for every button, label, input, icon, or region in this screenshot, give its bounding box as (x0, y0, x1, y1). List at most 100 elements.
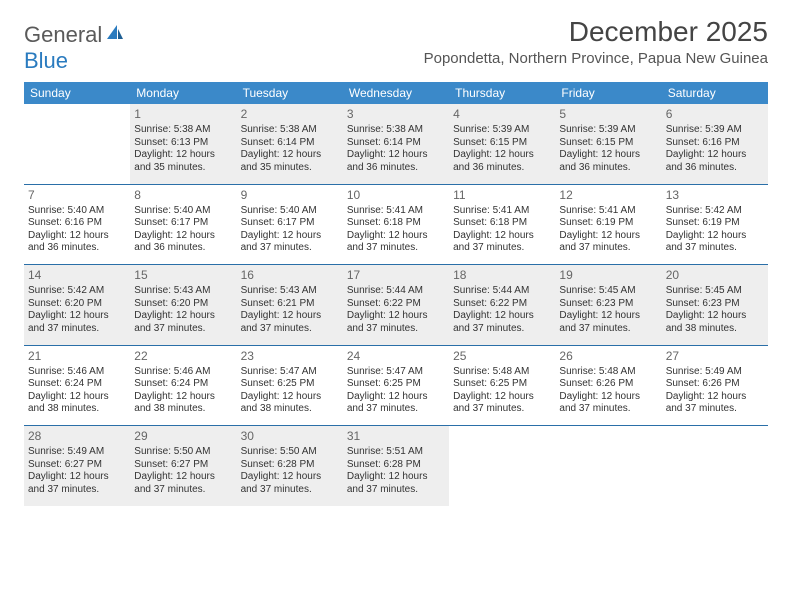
daylight-line: Daylight: 12 hours and 37 minutes. (559, 391, 657, 416)
calendar-day-cell: 27Sunrise: 5:49 AMSunset: 6:26 PMDayligh… (662, 346, 768, 426)
daylight-line: Daylight: 12 hours and 37 minutes. (134, 471, 232, 496)
sunrise-line: Sunrise: 5:44 AM (347, 285, 445, 298)
day-number: 13 (666, 188, 764, 203)
daylight-line: Daylight: 12 hours and 36 minutes. (347, 149, 445, 174)
daylight-line: Daylight: 12 hours and 37 minutes. (241, 310, 339, 335)
brand-logo: General (24, 16, 125, 48)
day-number: 25 (453, 349, 551, 364)
calendar-day-cell: 1Sunrise: 5:38 AMSunset: 6:13 PMDaylight… (130, 104, 236, 184)
day-number: 12 (559, 188, 657, 203)
location-subtitle: Popondetta, Northern Province, Papua New… (424, 50, 768, 67)
calendar-day-cell: 7 Sunrise: 5:40 AMSunset: 6:16 PMDaylight… (24, 185, 130, 265)
sunset-line: Sunset: 6:24 PM (28, 378, 126, 391)
daylight-line: Daylight: 12 hours and 36 minutes. (28, 230, 126, 255)
calendar-week-row: 14Sunrise: 5:42 AMSunset: 6:20 PMDayligh… (24, 265, 768, 345)
weekday-header: Monday (130, 82, 236, 104)
calendar-day-cell: 5Sunrise: 5:39 AMSunset: 6:15 PMDaylight… (555, 104, 661, 184)
calendar-day-cell: 16 Sunrise: 5:43 AMSunset: 6:21 PMDayligh… (237, 265, 343, 345)
day-number: 30 (241, 429, 339, 444)
daylight-line: Daylight: 12 hours and 37 minutes. (453, 310, 551, 335)
day-number: 28 (28, 429, 126, 444)
sunset-line: Sunset: 6:21 PM (241, 298, 339, 311)
day-number: 8 (134, 188, 232, 203)
weekday-header: Wednesday (343, 82, 449, 104)
daylight-line: Daylight: 12 hours and 35 minutes. (134, 149, 232, 174)
sunset-line: Sunset: 6:15 PM (559, 137, 657, 150)
brand-block: General Blue (24, 16, 125, 74)
calendar-day-cell: 8Sunrise: 5:40 AMSunset: 6:17 PMDaylight… (130, 185, 236, 265)
calendar-day-cell: 17Sunrise: 5:44 AMSunset: 6:22 PMDayligh… (343, 265, 449, 345)
day-number: 5 (559, 107, 657, 122)
calendar-day-cell: 31Sunrise: 5:51 AMSunset: 6:28 PMDayligh… (343, 426, 449, 506)
calendar-day-cell: 23Sunrise: 5:47 AMSunset: 6:25 PMDayligh… (237, 346, 343, 426)
sunrise-line: Sunrise: 5:51 AM (347, 446, 445, 459)
calendar-day-cell: 12Sunrise: 5:41 AMSunset: 6:19 PMDayligh… (555, 185, 661, 265)
calendar-day-cell (555, 426, 661, 506)
day-number: 24 (347, 349, 445, 364)
day-number: 15 (134, 268, 232, 283)
sunset-line: Sunset: 6:14 PM (241, 137, 339, 150)
sunrise-line: Sunrise: 5:42 AM (666, 205, 764, 218)
day-number: 22 (134, 349, 232, 364)
day-number: 19 (559, 268, 657, 283)
daylight-line: Daylight: 12 hours and 37 minutes. (453, 391, 551, 416)
sunrise-line: Sunrise: 5:43 AM (241, 285, 339, 298)
calendar-day-cell: 22Sunrise: 5:46 AMSunset: 6:24 PMDayligh… (130, 346, 236, 426)
calendar-day-cell: 29Sunrise: 5:50 AMSunset: 6:27 PMDayligh… (130, 426, 236, 506)
daylight-line: Daylight: 12 hours and 37 minutes. (241, 471, 339, 496)
day-number: 21 (28, 349, 126, 364)
sunrise-line: Sunrise: 5:41 AM (347, 205, 445, 218)
daylight-line: Daylight: 12 hours and 37 minutes. (28, 471, 126, 496)
sunrise-line: Sunrise: 5:40 AM (28, 205, 126, 218)
calendar-day-cell: 2Sunrise: 5:38 AMSunset: 6:14 PMDaylight… (237, 104, 343, 184)
brand-sail-icon (105, 23, 125, 41)
sunset-line: Sunset: 6:14 PM (347, 137, 445, 150)
sunrise-line: Sunrise: 5:39 AM (559, 124, 657, 137)
calendar-day-cell: 28Sunrise: 5:49 AMSunset: 6:27 PMDayligh… (24, 426, 130, 506)
sunset-line: Sunset: 6:16 PM (28, 217, 126, 230)
sunset-line: Sunset: 6:23 PM (666, 298, 764, 311)
sunrise-line: Sunrise: 5:40 AM (134, 205, 232, 218)
calendar-week-row: 21Sunrise: 5:46 AMSunset: 6:24 PMDayligh… (24, 346, 768, 426)
daylight-line: Daylight: 12 hours and 38 minutes. (241, 391, 339, 416)
weekday-header: Thursday (449, 82, 555, 104)
sunset-line: Sunset: 6:20 PM (134, 298, 232, 311)
day-number: 7 (28, 188, 126, 203)
day-number: 27 (666, 349, 764, 364)
brand-word-blue-line: Blue (24, 48, 125, 74)
sunrise-line: Sunrise: 5:47 AM (347, 366, 445, 379)
sunset-line: Sunset: 6:27 PM (134, 459, 232, 472)
sunrise-line: Sunrise: 5:45 AM (559, 285, 657, 298)
calendar-week-row: 1Sunrise: 5:38 AMSunset: 6:13 PMDaylight… (24, 104, 768, 184)
daylight-line: Daylight: 12 hours and 37 minutes. (559, 230, 657, 255)
daylight-line: Daylight: 12 hours and 37 minutes. (559, 310, 657, 335)
day-number: 1 (134, 107, 232, 122)
sunrise-line: Sunrise: 5:50 AM (241, 446, 339, 459)
calendar-day-cell: 18Sunrise: 5:44 AMSunset: 6:22 PMDayligh… (449, 265, 555, 345)
sunrise-line: Sunrise: 5:46 AM (134, 366, 232, 379)
sunrise-line: Sunrise: 5:50 AM (134, 446, 232, 459)
calendar-day-cell: 20Sunrise: 5:45 AMSunset: 6:23 PMDayligh… (662, 265, 768, 345)
daylight-line: Daylight: 12 hours and 37 minutes. (666, 391, 764, 416)
day-number: 16 (241, 268, 339, 283)
daylight-line: Daylight: 12 hours and 36 minutes. (134, 230, 232, 255)
sunrise-line: Sunrise: 5:38 AM (241, 124, 339, 137)
daylight-line: Daylight: 12 hours and 37 minutes. (453, 230, 551, 255)
sunset-line: Sunset: 6:18 PM (347, 217, 445, 230)
sunset-line: Sunset: 6:23 PM (559, 298, 657, 311)
sunrise-line: Sunrise: 5:38 AM (347, 124, 445, 137)
sunset-line: Sunset: 6:17 PM (241, 217, 339, 230)
day-number: 2 (241, 107, 339, 122)
sunset-line: Sunset: 6:25 PM (453, 378, 551, 391)
sunset-line: Sunset: 6:28 PM (347, 459, 445, 472)
calendar-day-cell: 9Sunrise: 5:40 AMSunset: 6:17 PMDaylight… (237, 185, 343, 265)
sunset-line: Sunset: 6:20 PM (28, 298, 126, 311)
calendar-day-cell: 10Sunrise: 5:41 AMSunset: 6:18 PMDayligh… (343, 185, 449, 265)
calendar-day-cell: 25Sunrise: 5:48 AMSunset: 6:25 PMDayligh… (449, 346, 555, 426)
day-number: 3 (347, 107, 445, 122)
daylight-line: Daylight: 12 hours and 37 minutes. (347, 310, 445, 335)
daylight-line: Daylight: 12 hours and 38 minutes. (28, 391, 126, 416)
brand-word-general: General (24, 22, 102, 48)
sunrise-line: Sunrise: 5:43 AM (134, 285, 232, 298)
header: General Blue December 2025 Popondetta, N… (24, 16, 768, 74)
